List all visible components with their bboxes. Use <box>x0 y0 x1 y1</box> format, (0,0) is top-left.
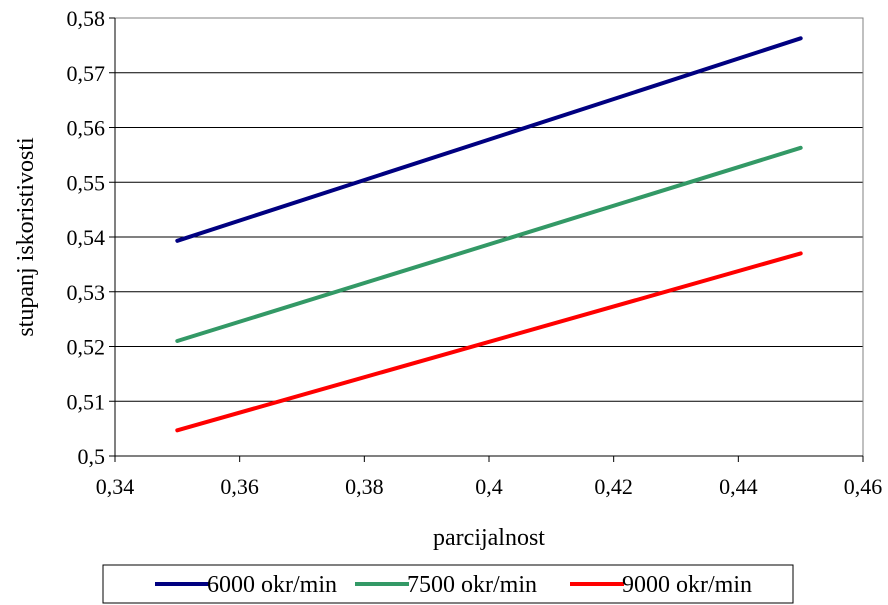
x-tick-label: 0,44 <box>719 474 758 499</box>
y-tick-label: 0,56 <box>67 116 106 141</box>
x-tick-label: 0,38 <box>345 474 384 499</box>
legend-label: 6000 okr/min <box>207 572 337 598</box>
y-tick-label: 0,52 <box>67 335 106 360</box>
y-tick-label: 0,58 <box>67 6 106 31</box>
series-line-3 <box>175 251 803 433</box>
legend-label: 9000 okr/min <box>622 572 752 598</box>
x-tick-label: 0,34 <box>96 474 135 499</box>
x-tick-label: 0,4 <box>475 474 503 499</box>
gridlines <box>115 72 863 402</box>
series-line-1 <box>175 36 803 243</box>
series-lines <box>175 36 803 433</box>
x-axis: 0,34 0,36 0,38 0,4 0,42 0,44 0,46 <box>96 455 883 499</box>
y-tick-label: 0,57 <box>67 61 106 86</box>
y-tick-label: 0,55 <box>67 170 106 195</box>
y-tick-label: 0,54 <box>67 225 106 250</box>
y-axis: 0,5 0,51 0,52 0,53 0,54 0,55 0,56 0,57 0,58 <box>67 6 116 469</box>
y-tick-label: 0,53 <box>67 280 106 305</box>
x-tick-label: 0,36 <box>220 474 259 499</box>
y-tick-label: 0,5 <box>78 444 106 469</box>
series-line-2 <box>175 145 803 343</box>
y-axis-label: stupanj iskoristivosti <box>13 137 39 337</box>
x-axis-label: parcijalnost <box>433 525 545 551</box>
x-tick-label: 0,46 <box>844 474 883 499</box>
legend: 6000 okr/min 7500 okr/min 9000 okr/min <box>102 564 794 604</box>
y-tick-label: 0,51 <box>67 389 106 414</box>
x-tick-label: 0,42 <box>594 474 633 499</box>
legend-label: 7500 okr/min <box>407 572 537 598</box>
legend-box <box>102 564 794 604</box>
